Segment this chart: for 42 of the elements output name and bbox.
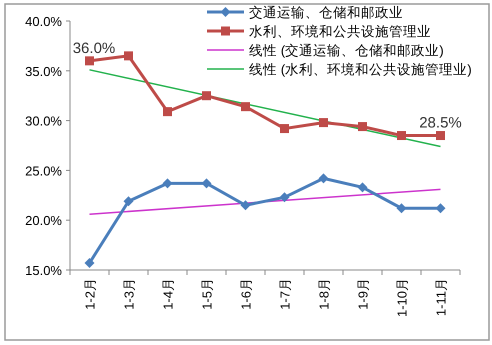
- x-tick-label: 1-3月: [122, 278, 136, 310]
- point: [124, 51, 133, 60]
- x-tick-label: 1-11月: [434, 278, 448, 316]
- y-tick-label: 20.0%: [25, 213, 62, 228]
- point: [202, 178, 212, 188]
- point: [280, 192, 290, 202]
- x-tick-label: 1-5月: [200, 278, 214, 310]
- point: [436, 131, 445, 140]
- x-tick-label: 1-8月: [316, 278, 332, 310]
- legend-label: 线性 (交通运输、仓储和邮政业): [249, 43, 444, 58]
- point: [318, 173, 328, 184]
- legend-label: 水利、环境和公共设施管理业: [249, 24, 431, 39]
- point: [396, 203, 406, 214]
- point: [124, 196, 134, 206]
- point: [358, 122, 367, 132]
- x-tick-label: 1-4月: [160, 278, 176, 310]
- point: [397, 131, 406, 140]
- x-tick-label: 1-2月: [82, 278, 98, 310]
- legend-label: 交通运输、仓储和邮政业: [249, 5, 403, 20]
- point: [319, 118, 328, 128]
- x-tick-label: 1-9月: [356, 278, 370, 310]
- y-tick-label: 15.0%: [25, 263, 62, 278]
- y-tick-label: 30.0%: [25, 114, 62, 129]
- point: [280, 124, 289, 134]
- point: [163, 107, 172, 116]
- legend-label: 线性 (水利、环境和公共设施管理业): [249, 62, 472, 77]
- point: [358, 182, 368, 192]
- x-tick-label: 1-10月: [394, 278, 410, 318]
- point: [202, 91, 211, 100]
- point: [240, 200, 250, 210]
- x-tick-label: 1-6月: [238, 278, 254, 310]
- y-tick-label: 40.0%: [25, 14, 62, 29]
- data-label: 36.0%: [72, 40, 116, 57]
- data-label: 28.5%: [419, 114, 462, 132]
- point: [84, 258, 94, 268]
- y-tick-label: 25.0%: [25, 163, 62, 178]
- point: [241, 102, 250, 112]
- y-tick-label: 35.0%: [25, 64, 62, 79]
- point: [162, 178, 172, 188]
- point: [85, 56, 94, 66]
- x-tick-label: 1-7月: [278, 278, 292, 310]
- point: [436, 203, 446, 214]
